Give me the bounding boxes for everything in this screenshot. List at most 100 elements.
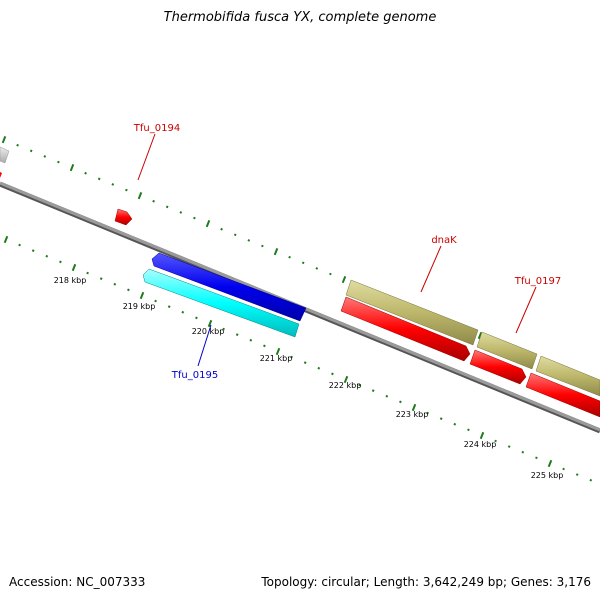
gene-khaki-3 — [535, 355, 600, 397]
scale-label: 225 kbp — [531, 471, 564, 480]
gene-tfu-0194 — [114, 208, 133, 226]
gene-grey-partial — [0, 146, 10, 164]
connector-dnak — [420, 245, 442, 293]
label-tfu-0195: Tfu_0195 — [171, 370, 218, 381]
label-tfu-0194: Tfu_0194 — [133, 123, 180, 134]
gene-blue-forward — [151, 252, 307, 322]
label-dnak: dnaK — [431, 235, 457, 246]
inner-tick — [535, 456, 538, 460]
connector-tfu-0194 — [137, 133, 156, 181]
inner-tick — [399, 400, 402, 404]
gene-dnak — [340, 296, 471, 362]
outer-tick — [16, 143, 19, 147]
outer-tick — [111, 183, 115, 186]
outer-tick — [179, 211, 183, 214]
inner-tick — [181, 310, 185, 314]
inner-tick — [207, 319, 213, 328]
gene-tfu-0195 — [142, 268, 300, 338]
scale-label: 220 kbp — [192, 327, 225, 336]
inner-tick — [3, 235, 9, 244]
outer-tick — [57, 160, 60, 164]
outer-tick — [477, 332, 483, 340]
inner-tick — [358, 383, 361, 387]
inner-tick — [507, 445, 511, 448]
topology-summary: Topology: circular; Length: 3,642,249 bp… — [261, 575, 591, 589]
outer-tick — [97, 177, 101, 181]
map-title: Thermobifida fusca YX, complete genome — [163, 10, 437, 25]
inner-tick — [59, 260, 62, 264]
outer-tick — [29, 149, 33, 153]
inner-tick — [127, 288, 130, 292]
label-tfu-0197: Tfu_0197 — [514, 276, 561, 287]
inner-tick — [426, 411, 429, 415]
inner-tick — [521, 450, 525, 454]
gene-red-3 — [525, 372, 600, 418]
inner-tick — [249, 338, 253, 342]
inner-tick — [479, 431, 485, 440]
inner-tick — [235, 333, 239, 336]
inner-tick — [317, 366, 321, 370]
inner-tick — [139, 291, 145, 300]
gene-tfu-0197 — [469, 349, 527, 385]
gene-khaki-1 — [345, 279, 479, 346]
outer-tick — [273, 248, 279, 256]
inner-tick — [222, 327, 225, 331]
outer-tick — [247, 239, 251, 242]
inner-tick — [18, 243, 21, 247]
outer-tick — [301, 261, 305, 265]
inner-tick — [154, 299, 157, 303]
outer-tick — [137, 192, 143, 200]
inner-tick — [86, 271, 89, 275]
gene-khaki-2 — [476, 331, 538, 370]
inner-tick — [589, 478, 593, 482]
inner-tick — [45, 254, 49, 258]
inner-tick — [195, 316, 198, 320]
inner-tick — [467, 428, 470, 432]
scale-label: 223 kbp — [396, 410, 429, 419]
inner-tick — [31, 249, 35, 252]
inner-tick — [562, 467, 565, 471]
outer-tick — [233, 233, 237, 237]
outer-tick — [315, 267, 319, 270]
outer-tick — [165, 205, 169, 209]
inner-tick — [371, 389, 375, 392]
inner-tick — [99, 277, 103, 280]
accession-text: Accession: NC_007333 — [9, 575, 146, 589]
outer-tick — [43, 155, 47, 158]
scale-label: 218 kbp — [54, 276, 87, 285]
outer-tick — [1, 136, 7, 144]
inner-tick — [275, 347, 281, 356]
outer-tick — [288, 255, 291, 259]
gene-red-partial — [0, 172, 2, 178]
inner-tick — [439, 417, 443, 420]
connector-tfu-0195 — [197, 324, 212, 367]
scale-label: 224 kbp — [464, 440, 497, 449]
outer-tick — [69, 164, 75, 172]
inner-tick — [263, 344, 266, 348]
inner-tick — [331, 372, 334, 376]
inner-tick — [411, 403, 417, 412]
outer-tick — [84, 171, 87, 175]
inner-tick — [167, 305, 171, 308]
outer-tick — [220, 227, 223, 231]
outer-tick — [125, 188, 128, 192]
outer-tick — [193, 216, 196, 220]
scale-label: 221 kbp — [260, 354, 293, 363]
outer-tick — [261, 244, 264, 248]
inner-tick — [343, 375, 349, 384]
inner-tick — [385, 394, 389, 398]
inner-tick — [290, 355, 293, 359]
inner-tick — [303, 361, 307, 364]
outer-tick — [152, 199, 155, 203]
inner-tick — [113, 282, 117, 286]
inner-tick — [494, 439, 497, 443]
scale-label: 222 kbp — [329, 381, 362, 390]
inner-tick — [575, 473, 579, 476]
outer-tick — [205, 220, 211, 228]
scale-label: 219 kbp — [123, 302, 156, 311]
inner-tick — [71, 263, 77, 272]
inner-tick — [453, 422, 457, 426]
outer-tick — [329, 272, 332, 276]
